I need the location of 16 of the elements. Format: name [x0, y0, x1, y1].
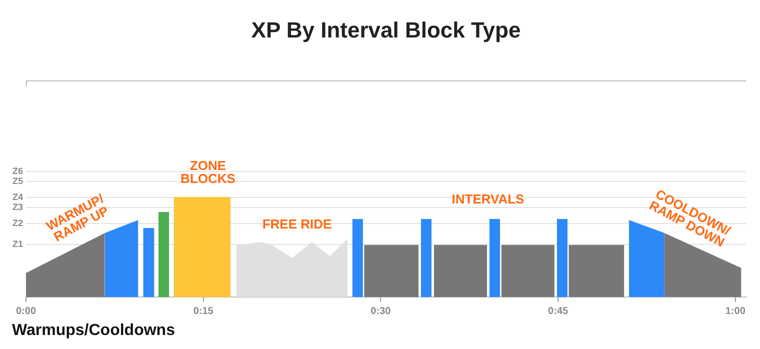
- x-tick-label: 0:30: [370, 306, 392, 317]
- x-tick-label: 1:00: [725, 306, 746, 317]
- ref-line-label: Z4: [12, 192, 23, 202]
- x-tick-label: 0:45: [548, 306, 568, 317]
- ref-line-label: Z1: [12, 238, 23, 249]
- text: ZONE BLOCKS: [180, 158, 236, 186]
- x-tick-label: 0:00: [16, 306, 36, 317]
- ref-line-label: Z3: [12, 202, 23, 212]
- ref-line-label: Z2: [12, 218, 23, 228]
- annotation: FREE RIDE: [262, 216, 332, 232]
- ref-line-label: Z6: [12, 166, 23, 176]
- text: Warmups/Cooldowns: [12, 322, 175, 340]
- ref-line-label: Z5: [12, 176, 23, 186]
- chart-title: XP By Interval Block Type: [251, 17, 521, 42]
- x-tick-label: 0:15: [193, 306, 214, 317]
- annotation: INTERVALS: [452, 192, 524, 206]
